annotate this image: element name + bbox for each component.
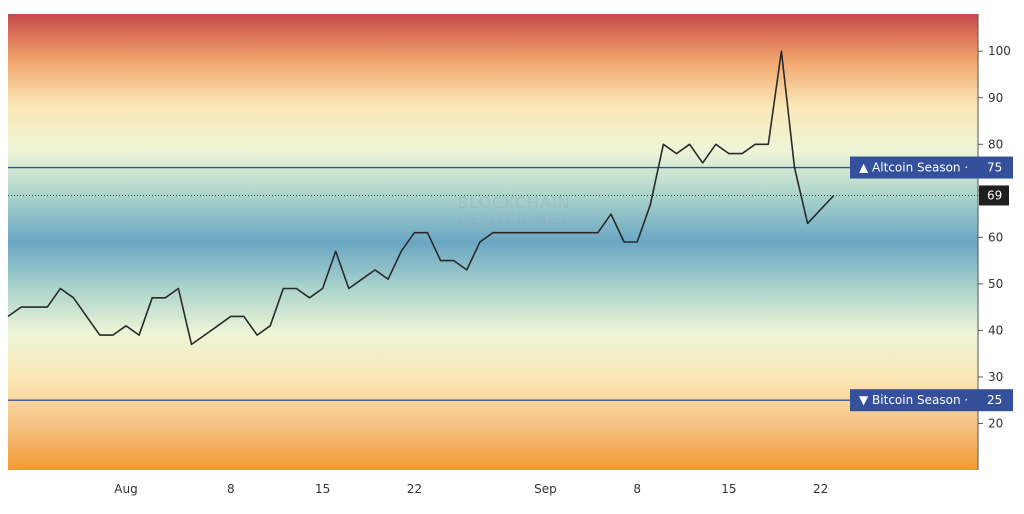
y-tick-label: 60 [988,230,1003,244]
x-tick-label: Aug [114,482,137,496]
watermark-text: BLOCKCHAIN [457,193,571,212]
y-tick-label: 90 [988,91,1003,105]
reference-tag-box [850,389,1013,412]
reference-lines [8,166,978,401]
reference-tag-value: 75 [987,161,1002,175]
last-value-tag-label: 69 [987,188,1002,202]
reference-tag-value: 25 [987,393,1002,407]
y-axis-ticks: 20 30 40 50 60 80 90 100 [978,44,1011,430]
reference-tag-box [850,156,1013,179]
price-tags: ▲ Altcoin Season · 75 ▼ Bitcoin Season · … [850,156,1013,412]
x-tick-label: 15 [721,482,736,496]
series-layer [7,50,835,346]
plot-background [8,14,978,470]
y-tick-label: 40 [988,323,1003,337]
reference-tag: ▲ Altcoin Season · 75 [850,156,1013,179]
y-tick-label: 100 [988,44,1011,58]
x-tick-label: 8 [227,482,235,496]
x-tick-label: 15 [315,482,330,496]
reference-tag-label: ▲ Altcoin Season · [859,161,968,175]
x-tick-label: 22 [407,482,422,496]
x-tick-label: 22 [813,482,828,496]
y-tick-label: 80 [988,137,1003,151]
y-tick-label: 30 [988,370,1003,384]
x-axis-ticks: Aug 8 15 22 Sep 8 15 22 [114,482,828,496]
reference-tag: ▼ Bitcoin Season · 25 [850,389,1013,412]
series-line [7,50,835,346]
reference-tag-label: ▼ Bitcoin Season · [859,393,968,407]
x-tick-label: 8 [633,482,641,496]
y-tick-label: 20 [988,416,1003,430]
x-tick-label: Sep [534,482,557,496]
last-value-tag-box [979,185,1009,206]
watermark-text: CENTER.NET [459,210,570,229]
y-tick-label: 50 [988,277,1003,291]
